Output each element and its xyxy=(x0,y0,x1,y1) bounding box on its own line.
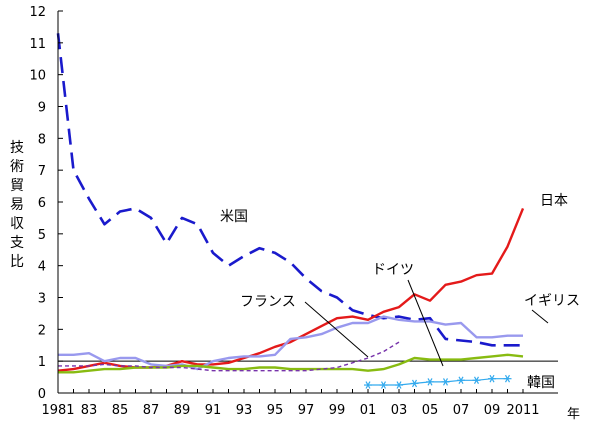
series-point-stroke xyxy=(380,381,387,389)
y-axis-label-char: 収 xyxy=(10,216,24,232)
series-point-stroke xyxy=(442,378,449,386)
series-line-5 xyxy=(368,378,508,386)
series-line-4 xyxy=(58,341,400,372)
series-point xyxy=(410,379,419,388)
series-line-0 xyxy=(56,33,523,347)
x-tick-label: 2011 xyxy=(506,403,539,418)
x-tick-label: 07 xyxy=(453,403,470,418)
y-axis-label-char: 術 xyxy=(10,159,24,175)
y-tick-label: 7 xyxy=(38,164,46,179)
series-label-japan: 日本 xyxy=(540,193,568,209)
y-tick-label: 4 xyxy=(38,260,46,275)
series-group xyxy=(56,33,525,389)
x-tick-label: 99 xyxy=(329,403,346,418)
series-point-stroke xyxy=(427,378,433,386)
series-line-2 xyxy=(58,315,523,371)
y-tick-label: 2 xyxy=(38,323,46,338)
x-tick-label: 93 xyxy=(236,403,253,418)
y-axis-label-char: 技 xyxy=(10,140,24,156)
series-point xyxy=(441,378,450,386)
y-tick-label: 0 xyxy=(38,387,46,402)
series-point xyxy=(426,378,434,386)
series-point-stroke xyxy=(396,381,402,389)
x-tick-label: 97 xyxy=(298,403,315,418)
series-line-1 xyxy=(57,207,525,372)
series-point-stroke xyxy=(489,374,495,383)
y-tick-label: 12 xyxy=(29,5,46,20)
y-axis-label-char: 比 xyxy=(10,254,24,270)
x-tick-label: 01 xyxy=(360,403,377,418)
x-tick-label: 03 xyxy=(391,403,408,418)
y-tick-label: 8 xyxy=(38,132,46,147)
series-point-stroke xyxy=(458,376,464,385)
series-label-korea: 韓国 xyxy=(527,375,555,391)
series-point-stroke xyxy=(473,376,480,385)
series-label-france: フランス xyxy=(240,294,296,310)
series-point xyxy=(379,381,388,389)
y-tick-label: 11 xyxy=(29,37,46,52)
y-tick-label: 10 xyxy=(29,69,46,84)
x-tick-label: 83 xyxy=(81,403,98,418)
series-label-uk: イギリス xyxy=(524,293,580,309)
series-point xyxy=(472,376,481,385)
series-point xyxy=(364,381,372,389)
y-tick-label: 3 xyxy=(38,292,46,307)
series-line-3 xyxy=(58,353,524,374)
y-tick-label: 9 xyxy=(38,101,46,116)
y-tick-label: 1 xyxy=(38,355,46,370)
x-tick-label: 1981 xyxy=(41,403,74,418)
y-axis-label-char: 易 xyxy=(10,197,24,213)
y-tick-label: 6 xyxy=(38,196,46,211)
x-tick-label: 87 xyxy=(143,403,160,418)
series-point xyxy=(457,376,465,385)
x-axis-unit: 年 xyxy=(567,407,580,422)
series-label-usa: 米国 xyxy=(220,209,248,225)
series-point xyxy=(395,381,403,389)
x-tick-label: 09 xyxy=(484,403,501,418)
x-tick-label: 05 xyxy=(422,403,439,418)
y-axis-label-char: 支 xyxy=(10,235,24,251)
uk-leader-line xyxy=(531,309,549,324)
germany-leader-line xyxy=(407,279,444,367)
x-tick-label: 85 xyxy=(112,403,129,418)
y-axis-label-char: 貿 xyxy=(10,178,24,194)
france-leader-line xyxy=(304,301,369,358)
y-tick-label: 5 xyxy=(38,228,46,243)
series-point-stroke xyxy=(365,381,371,389)
series-label-germany: ドイツ xyxy=(372,262,414,278)
series-point xyxy=(503,374,512,383)
x-tick-label: 89 xyxy=(174,403,191,418)
series-point-stroke xyxy=(504,374,511,383)
series-point xyxy=(488,374,496,383)
series-point-stroke xyxy=(411,379,418,388)
x-tick-label: 91 xyxy=(205,403,222,418)
x-tick-label: 95 xyxy=(267,403,284,418)
